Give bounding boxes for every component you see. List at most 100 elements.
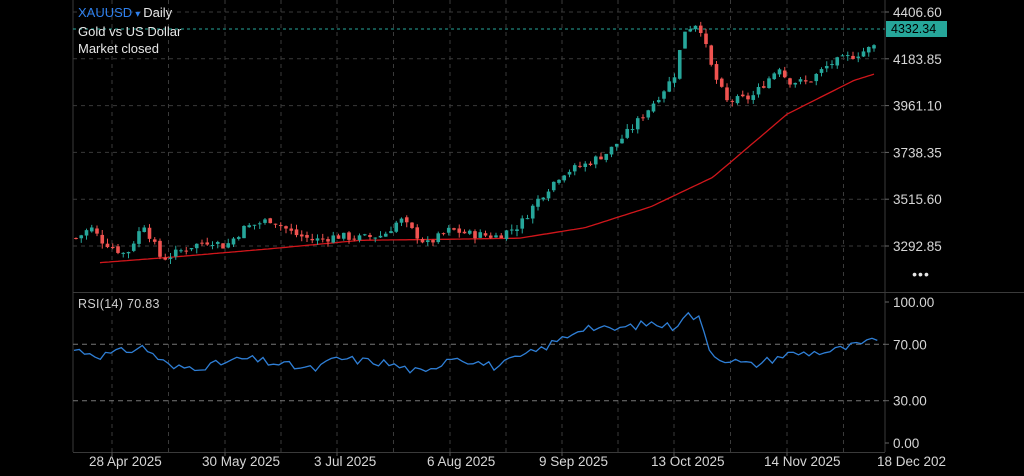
rsi-line [73, 311, 878, 374]
candle [89, 227, 94, 232]
candle [562, 175, 567, 181]
time-axis-label: 6 Aug 2025 [427, 454, 495, 469]
candle [137, 231, 141, 244]
candle [179, 250, 183, 252]
candle [861, 51, 866, 57]
candle [536, 198, 540, 207]
more-options-button[interactable]: ••• [912, 266, 930, 282]
candle [147, 227, 152, 239]
candle [105, 243, 110, 248]
candle [761, 86, 766, 88]
candle [793, 82, 798, 85]
candle [504, 230, 509, 240]
candle [383, 233, 388, 237]
price-axis-label: 3738.35 [893, 145, 942, 160]
candle [116, 246, 120, 253]
candle [672, 77, 677, 83]
interval-label[interactable]: Daily [143, 5, 173, 20]
candle [530, 205, 535, 219]
candle [74, 238, 78, 240]
candle [205, 242, 210, 245]
candle [688, 29, 693, 32]
candle [656, 100, 661, 103]
candle [420, 239, 425, 243]
candle [226, 243, 231, 248]
candle [189, 248, 194, 250]
candle [320, 238, 325, 240]
caret-down-icon[interactable]: ▾ [135, 9, 141, 20]
candle [357, 235, 362, 241]
candle [625, 128, 630, 138]
candle [546, 191, 551, 199]
candle [310, 238, 315, 241]
candle [714, 64, 719, 80]
candle [79, 235, 84, 239]
symbol-row[interactable]: XAUUSD ▾ Daily [78, 4, 181, 23]
candle [777, 69, 782, 75]
candle [368, 235, 372, 238]
candle [315, 238, 320, 241]
candle [352, 238, 357, 240]
rsi-axis-label: 0.00 [893, 436, 919, 451]
candle [399, 218, 404, 223]
candle [746, 95, 750, 100]
candle [767, 78, 771, 88]
candle [373, 237, 378, 239]
candle [809, 81, 813, 83]
candle [273, 223, 278, 225]
symbol-description: Gold vs US Dollar [78, 24, 182, 39]
candle [331, 235, 336, 243]
candle [693, 25, 698, 30]
candle [168, 257, 173, 259]
candle [840, 55, 845, 57]
candle [441, 233, 446, 235]
grid-lines [73, 0, 889, 456]
candle [341, 232, 346, 239]
candle [667, 81, 672, 92]
candle [572, 165, 577, 172]
candle [856, 56, 861, 58]
candle [751, 95, 756, 100]
candle [782, 70, 787, 78]
candle [378, 235, 383, 238]
candle [704, 33, 708, 45]
candle [851, 55, 855, 59]
candle [200, 242, 204, 244]
candle [651, 103, 656, 112]
candle [252, 224, 257, 226]
candle [709, 45, 714, 65]
candle [662, 91, 666, 99]
candle [593, 156, 598, 165]
candle [410, 222, 414, 228]
time-axis-label: 14 Nov 2025 [764, 454, 841, 469]
candle [599, 156, 603, 160]
candle [483, 233, 488, 236]
candle [740, 94, 745, 97]
candle [488, 235, 493, 238]
candle [683, 31, 687, 49]
candle [158, 240, 162, 257]
candle [268, 218, 273, 224]
moving-average-line [99, 73, 875, 264]
candle [756, 87, 761, 95]
candle [509, 229, 514, 231]
candle [467, 230, 472, 234]
candle [142, 227, 147, 232]
candlestick-series [74, 21, 876, 264]
candle [520, 218, 525, 229]
price-axis-label: 3961.10 [893, 99, 942, 114]
rsi-axis-label: 30.00 [893, 394, 927, 409]
candle [446, 227, 451, 233]
candle [588, 163, 593, 165]
candle [215, 242, 220, 244]
candle [814, 74, 819, 82]
symbol-name[interactable]: XAUUSD [78, 5, 133, 20]
candle [499, 235, 504, 238]
rsi-axis-label: 70.00 [893, 337, 927, 352]
axis-labels: 4406.60 4183.85 3961.10 3738.35 3515.60 3292.… [89, 5, 946, 469]
candle [95, 228, 99, 234]
candle [803, 80, 808, 82]
candle [835, 57, 840, 66]
